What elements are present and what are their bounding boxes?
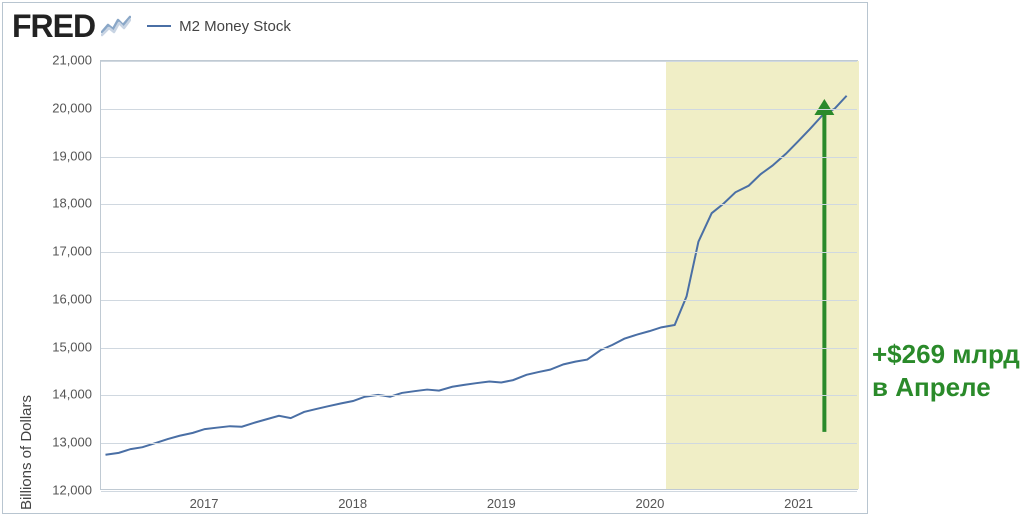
gridline [101, 348, 857, 349]
plot-area [100, 60, 858, 490]
x-tick-label: 2020 [635, 496, 664, 511]
y-tick-label: 19,000 [44, 148, 92, 163]
x-tick-label: 2019 [487, 496, 516, 511]
arrow-head [814, 99, 834, 115]
x-tick-label: 2018 [338, 496, 367, 511]
chart-header: FRED M2 Money Stock [0, 0, 291, 52]
y-tick-label: 14,000 [44, 387, 92, 402]
y-tick-label: 16,000 [44, 291, 92, 306]
fred-logo-icon [101, 15, 131, 37]
gridline [101, 443, 857, 444]
x-tick-label: 2021 [784, 496, 813, 511]
gridline [101, 204, 857, 205]
legend-swatch [147, 25, 171, 27]
fred-logo-text: FRED [0, 8, 101, 45]
gridline [101, 252, 857, 253]
y-tick-label: 21,000 [44, 53, 92, 68]
annotation-arrow-svg [101, 61, 857, 489]
gridline [101, 491, 857, 492]
y-tick-label: 13,000 [44, 435, 92, 450]
gridline [101, 395, 857, 396]
y-tick-label: 17,000 [44, 244, 92, 259]
annotation-line2: в Апреле [872, 371, 1020, 404]
x-tick-label: 2017 [190, 496, 219, 511]
y-axis-label: Billions of Dollars [18, 395, 35, 510]
y-tick-label: 12,000 [44, 483, 92, 498]
legend-label: M2 Money Stock [179, 18, 291, 35]
y-tick-label: 15,000 [44, 339, 92, 354]
y-tick-label: 18,000 [44, 196, 92, 211]
gridline [101, 157, 857, 158]
y-tick-label: 20,000 [44, 100, 92, 115]
annotation-text: +$269 млрд в Апреле [872, 338, 1020, 403]
gridline [101, 109, 857, 110]
gridline [101, 300, 857, 301]
gridline [101, 61, 857, 62]
annotation-line1: +$269 млрд [872, 338, 1020, 371]
